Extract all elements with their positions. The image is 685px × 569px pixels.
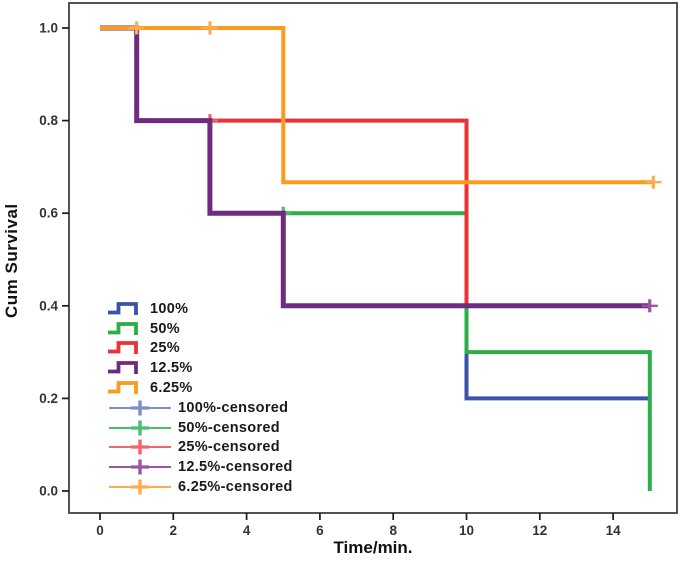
x-tick-label: 10 [459, 523, 474, 538]
legend-censored-swatch [109, 400, 171, 416]
censored-mark-6.25% [645, 175, 662, 189]
legend-item-6.25%: 6.25% [107, 378, 293, 398]
series-line-12.5% [100, 25, 650, 309]
legend-item-50%: 50% [107, 319, 293, 339]
legend-label: 6.25% [150, 380, 193, 397]
legend-item-50%-censored: 50%-censored [107, 418, 293, 438]
legend-label: 50% [150, 320, 180, 337]
legend-line-swatch [108, 341, 138, 355]
legend-item-6.25%-censored: 6.25%-censored [107, 477, 293, 497]
censored-mark-6.25% [128, 21, 145, 35]
series-6.25% [100, 21, 662, 189]
legend-line-swatch [108, 321, 138, 335]
legend-censored-swatch [109, 479, 171, 495]
series-line-25% [100, 26, 650, 308]
x-tick-label: 6 [316, 523, 324, 538]
y-tick-label: 0.8 [39, 113, 58, 128]
x-axis-title: Time/min. [333, 538, 413, 557]
legend-item-12.5%-censored: 12.5%-censored [107, 457, 293, 477]
legend-line-swatch [108, 361, 138, 375]
x-tick-label: 0 [96, 523, 104, 538]
legend-censored-swatch [109, 459, 171, 475]
y-axis-title: Cum Survival [2, 203, 21, 319]
legend-item-25%: 25% [107, 339, 293, 359]
legend-censored-swatch [109, 420, 171, 436]
y-tick-label: 1.0 [39, 21, 58, 36]
censored-mark-6.25% [201, 21, 218, 35]
legend-item-100%-censored: 100%-censored [107, 398, 293, 418]
y-tick-label: 0.6 [39, 206, 58, 221]
plot-frame [68, 2, 678, 514]
y-tick-label: 0.0 [39, 484, 58, 499]
legend-label: 25%-censored [178, 439, 280, 456]
legend-label: 12.5%-censored [178, 459, 293, 476]
legend-item-100%: 100% [107, 299, 293, 319]
x-tick-label: 12 [532, 523, 547, 538]
legend-label: 50%-censored [178, 419, 280, 436]
censored-mark-12.5% [641, 299, 658, 313]
series-25% [100, 26, 650, 308]
series-line-6.25% [100, 26, 654, 185]
legend-item-25%-censored: 25%-censored [107, 438, 293, 458]
legend-label: 6.25%-censored [178, 479, 293, 496]
legend-line-swatch [108, 381, 138, 395]
series-12.5% [100, 25, 658, 313]
x-tick-label: 2 [170, 523, 178, 538]
legend-label: 25% [150, 340, 180, 357]
y-tick-label: 0.2 [39, 391, 58, 406]
y-tick-label: 0.4 [39, 298, 58, 313]
x-tick-label: 8 [389, 523, 397, 538]
legend: 100% 50% 25% 12.5% 6.25% 100%-censored 50%-cen… [107, 299, 293, 497]
x-tick-label: 4 [243, 523, 251, 538]
legend-item-12.5%: 12.5% [107, 358, 293, 378]
x-tick-label: 14 [606, 523, 622, 538]
legend-censored-swatch [109, 439, 171, 455]
legend-label: 100%-censored [178, 399, 289, 416]
legend-label: 12.5% [150, 360, 193, 377]
legend-label: 100% [150, 300, 189, 317]
legend-line-swatch [108, 301, 138, 315]
